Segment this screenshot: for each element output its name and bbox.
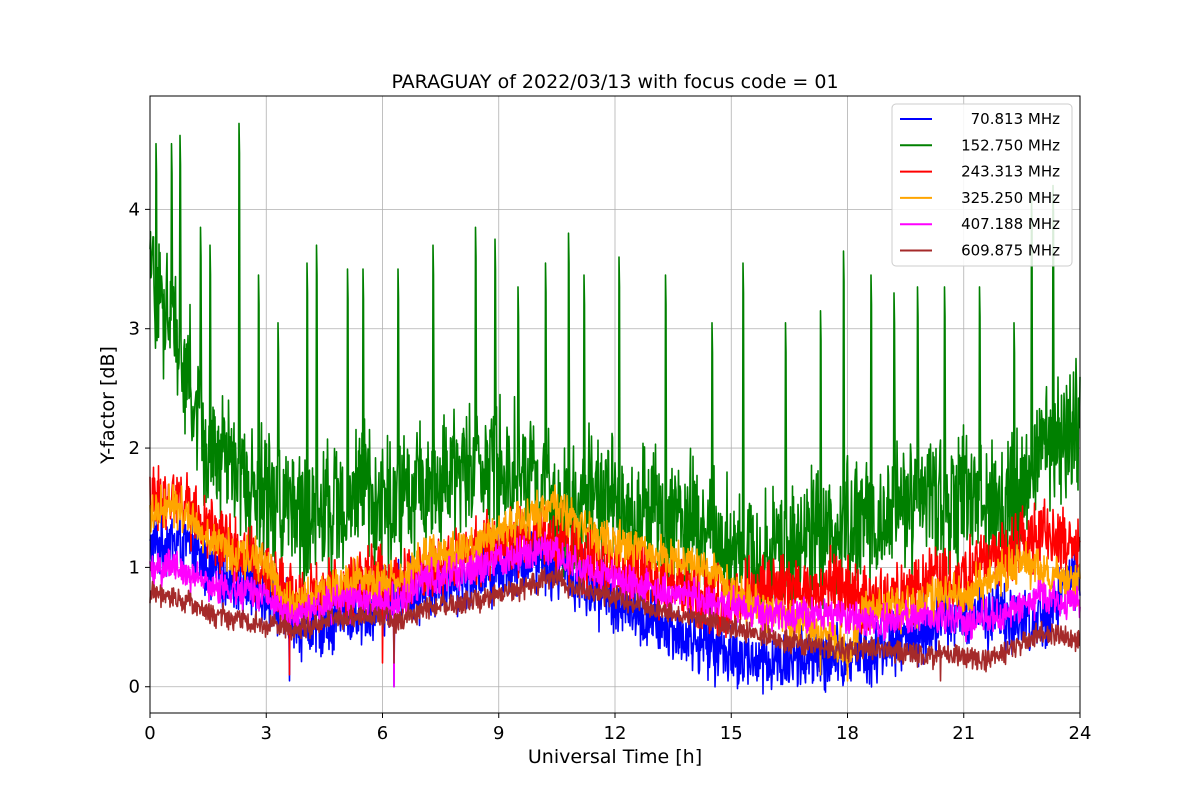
- y-tick-label: 4: [129, 199, 140, 220]
- legend-label: 325.250 MHz: [961, 189, 1060, 207]
- x-tick-label: 24: [1069, 723, 1092, 744]
- x-tick-label: 6: [377, 723, 388, 744]
- legend-label: 243.313 MHz: [961, 163, 1060, 181]
- x-tick-label: 21: [952, 723, 975, 744]
- y-tick-label: 1: [129, 557, 140, 578]
- legend-label: 407.188 MHz: [961, 215, 1060, 233]
- x-tick-label: 0: [144, 723, 155, 744]
- x-tick-label: 15: [720, 723, 743, 744]
- y-tick-label: 3: [129, 319, 140, 340]
- legend-label: 152.750 MHz: [961, 136, 1060, 154]
- y-tick-label: 2: [129, 438, 140, 459]
- series-line: [149, 566, 1081, 682]
- x-tick-label: 3: [261, 723, 272, 744]
- x-tick-label: 9: [493, 723, 504, 744]
- chart-title: PARAGUAY of 2022/03/13 with focus code =…: [391, 71, 838, 93]
- series-lines: [149, 122, 1081, 695]
- legend-label: 70.813 MHz: [971, 110, 1060, 128]
- x-axis-label: Universal Time [h]: [528, 746, 702, 768]
- series-line: [149, 122, 1081, 627]
- legend: 70.813 MHz 152.750 MHz 243.313 MHz 325.250 …: [891, 103, 1073, 267]
- y-tick-label: 0: [129, 677, 140, 698]
- x-tick-label: 12: [604, 723, 627, 744]
- legend-label: 609.875 MHz: [961, 242, 1060, 260]
- y-axis-label: Y-factor [dB]: [97, 346, 119, 465]
- x-tick-label: 18: [836, 723, 859, 744]
- legend-box: [891, 103, 1073, 267]
